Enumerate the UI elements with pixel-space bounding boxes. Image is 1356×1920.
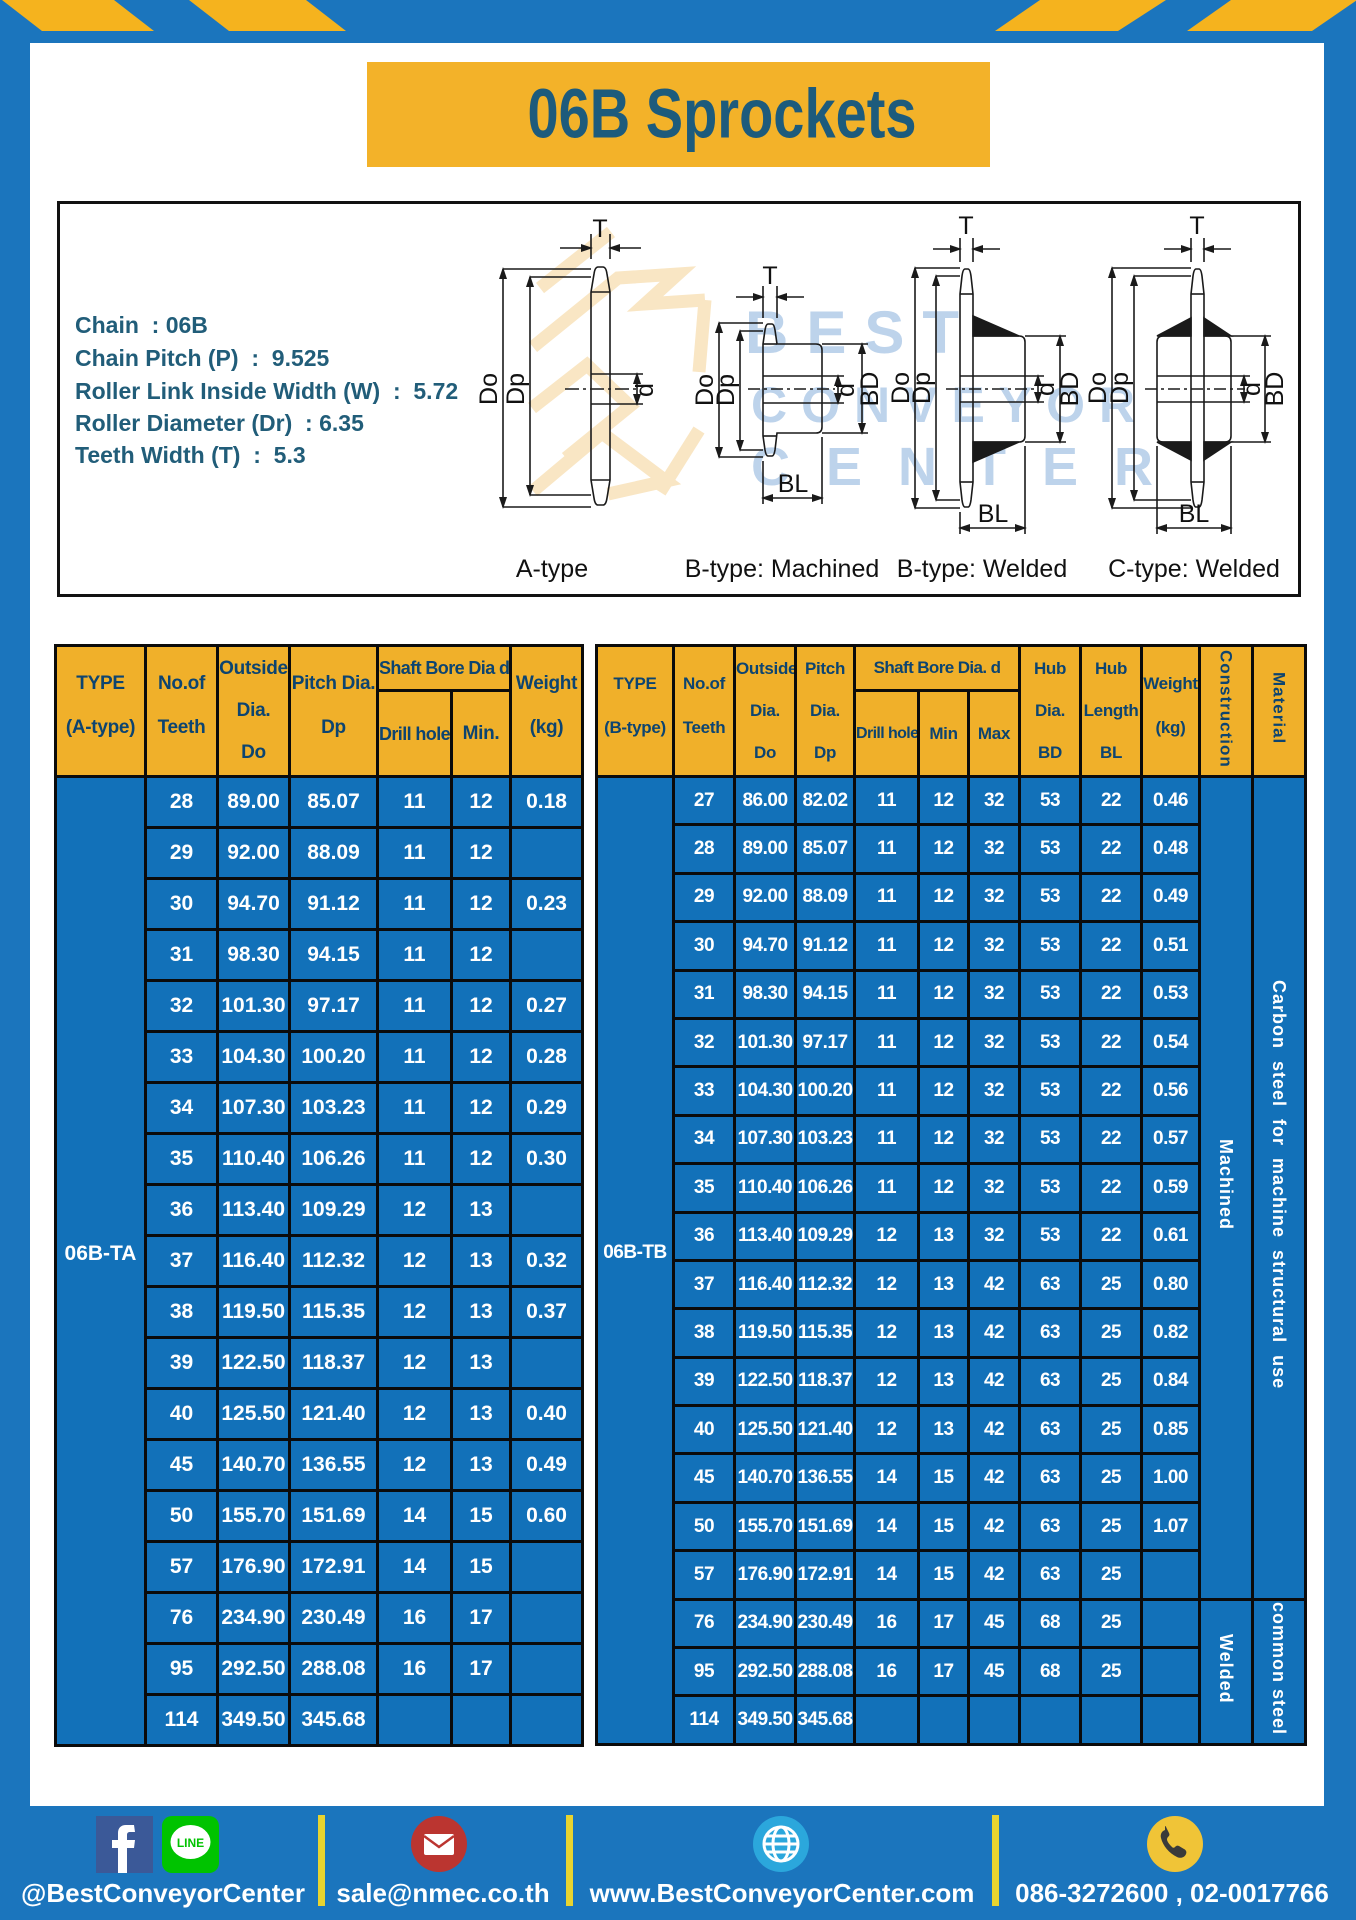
svg-text:BL: BL [978,500,1009,528]
svg-text:A-type: A-type [516,555,588,583]
svg-text:d: d [832,383,860,397]
svg-text:Dp: Dp [908,372,936,404]
svg-text:BD: BD [1261,372,1289,407]
svg-text:B-type: Machined: B-type: Machined [685,555,880,583]
svg-text:d: d [1238,382,1266,396]
svg-text:T: T [1189,212,1204,240]
svg-text:Do: Do [691,374,719,406]
svg-text:Do: Do [1084,372,1112,404]
svg-text:BL: BL [778,470,809,498]
svg-text:BD: BD [1056,372,1084,407]
svg-text:T: T [958,212,973,240]
svg-text:LINE: LINE [177,1836,204,1850]
svg-text:CENTER: CENTER [751,437,1189,497]
svg-text:BEST: BEST [745,299,977,366]
svg-text:Dp: Dp [712,374,740,406]
svg-text:BL: BL [1179,500,1210,528]
svg-text:Dp: Dp [502,373,530,405]
svg-text:Dp: Dp [1106,372,1134,404]
svg-text:CONVEYOR: CONVEYOR [751,377,1149,433]
svg-text:C-type: Welded: C-type: Welded [1108,555,1280,583]
svg-text:B-type: Welded: B-type: Welded [897,555,1067,583]
svg-text:Do: Do [887,372,915,404]
svg-text:T: T [762,262,777,290]
svg-text:T: T [592,215,607,243]
svg-text:Do: Do [475,373,503,405]
svg-text:d: d [631,383,659,397]
svg-text:BD: BD [856,372,884,407]
svg-text:d: d [1032,382,1060,396]
